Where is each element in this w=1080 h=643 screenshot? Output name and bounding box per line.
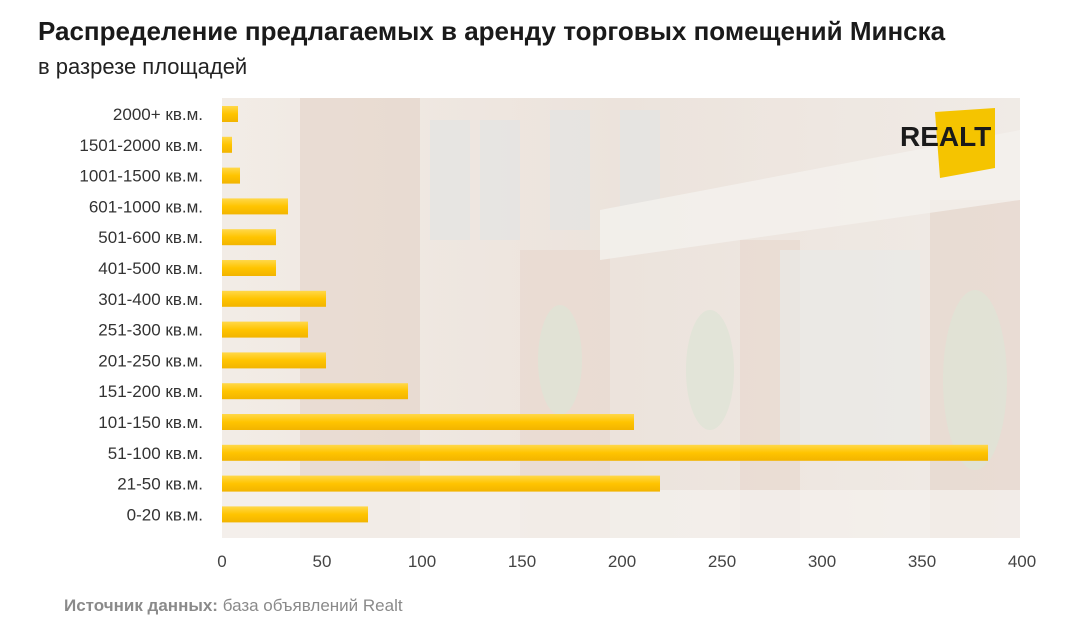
bar <box>222 321 308 338</box>
category-label: 201-250 кв.м. <box>98 351 203 370</box>
x-tick-labels: 0 50 100 150 200 250 300 350 400 <box>217 552 1036 571</box>
x-tick-label: 250 <box>708 552 736 571</box>
bar <box>222 475 660 492</box>
category-label: 501-600 кв.м. <box>98 228 203 247</box>
category-label: 151-200 кв.м. <box>98 382 203 401</box>
x-tick-label: 150 <box>508 552 536 571</box>
category-label: 301-400 кв.м. <box>98 290 203 309</box>
category-label: 2000+ кв.м. <box>113 105 203 124</box>
bar <box>222 260 276 276</box>
x-tick-label: 300 <box>808 552 836 571</box>
source-note: Источник данных: база объявлений Realt <box>64 596 403 616</box>
bar <box>222 290 326 307</box>
category-label: 21-50 кв.м. <box>117 475 203 494</box>
category-label: 601-1000 кв.м. <box>89 197 203 216</box>
x-tick-label: 50 <box>313 552 332 571</box>
bar <box>222 198 288 215</box>
bar <box>222 444 988 461</box>
x-tick-label: 400 <box>1008 552 1036 571</box>
bar <box>222 229 276 246</box>
x-tick-label: 200 <box>608 552 636 571</box>
x-tick-label: 0 <box>217 552 226 571</box>
x-tick-label: 350 <box>908 552 936 571</box>
category-label: 251-300 кв.м. <box>98 321 203 340</box>
logo-text: REALT <box>900 121 991 152</box>
chart-title: Распределение предлагаемых в аренду торг… <box>38 16 946 46</box>
bar <box>222 106 238 122</box>
chart-subtitle: в разрезе площадей <box>38 54 248 79</box>
bar <box>222 352 326 369</box>
category-label: 51-100 кв.м. <box>108 444 203 463</box>
source-text: база объявлений Realt <box>222 596 403 615</box>
background-photo <box>222 98 1020 538</box>
category-label: 101-150 кв.м. <box>98 413 203 432</box>
category-label: 0-20 кв.м. <box>127 505 203 524</box>
x-tick-label: 100 <box>408 552 436 571</box>
bar <box>222 414 634 430</box>
bar <box>222 167 240 184</box>
category-label: 1001-1500 кв.м. <box>79 167 203 186</box>
logo-yellow-shape <box>935 108 995 178</box>
bar <box>222 383 408 400</box>
category-labels: 2000+ кв.м. 1501-2000 кв.м. 1001-1500 кв.м… <box>79 105 203 524</box>
bar <box>222 136 232 153</box>
bars-group <box>222 106 988 523</box>
source-label: Источник данных: <box>64 596 218 615</box>
category-label: 401-500 кв.м. <box>98 259 203 278</box>
realt-logo: REALT <box>900 108 995 178</box>
category-label: 1501-2000 кв.м. <box>79 136 203 155</box>
bar <box>222 506 368 523</box>
